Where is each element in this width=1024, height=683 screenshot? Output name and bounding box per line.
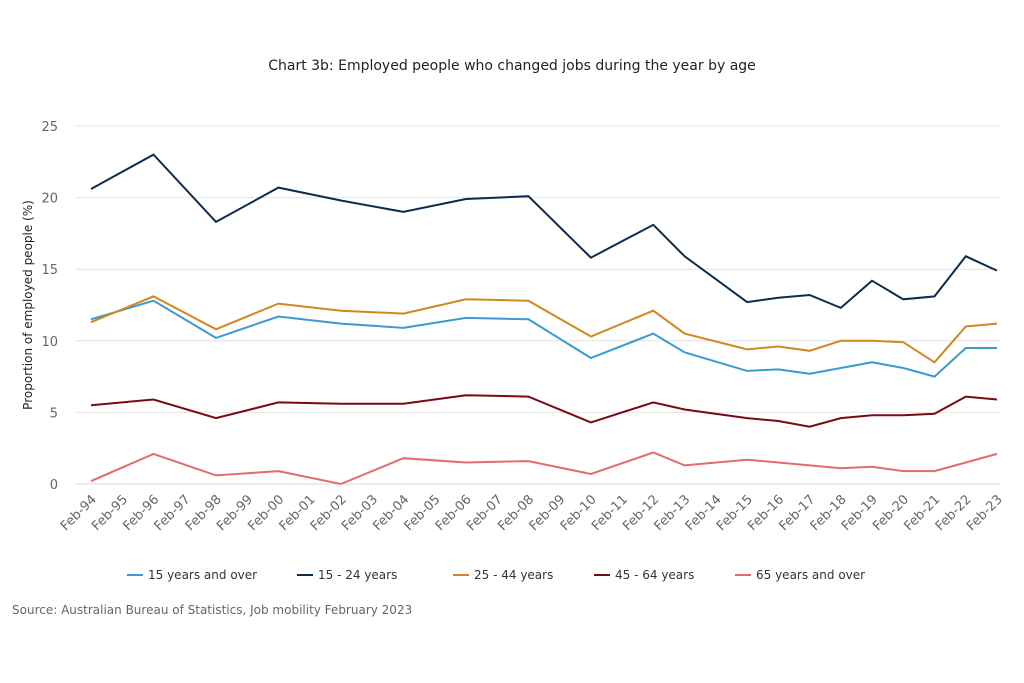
series-line-45-64-years xyxy=(90,394,998,428)
legend-label: 15 - 24 years xyxy=(318,568,397,582)
legend-label: 45 - 64 years xyxy=(615,568,694,582)
y-tick-label: 15 xyxy=(41,263,58,278)
series-line-15-years-and-over xyxy=(90,299,997,378)
source-note: Source: Australian Bureau of Statistics,… xyxy=(12,603,413,617)
y-tick-label: 25 xyxy=(41,120,58,135)
series-line-15-24-years xyxy=(90,153,998,310)
y-axis-label: Proportion of employed people (%) xyxy=(21,200,35,410)
y-tick-label: 0 xyxy=(50,478,58,493)
series-line-65-years-and-over xyxy=(90,451,998,486)
chart-title: Chart 3b: Employed people who changed jo… xyxy=(268,58,756,74)
series-line-25-44-years xyxy=(90,295,998,364)
y-tick-label: 10 xyxy=(41,335,58,350)
legend-label: 15 years and over xyxy=(148,568,257,582)
y-tick-label: 5 xyxy=(50,406,58,421)
legend-label: 25 - 44 years xyxy=(474,568,553,582)
y-tick-label: 20 xyxy=(41,192,58,207)
legend-label: 65 years and over xyxy=(756,568,865,582)
